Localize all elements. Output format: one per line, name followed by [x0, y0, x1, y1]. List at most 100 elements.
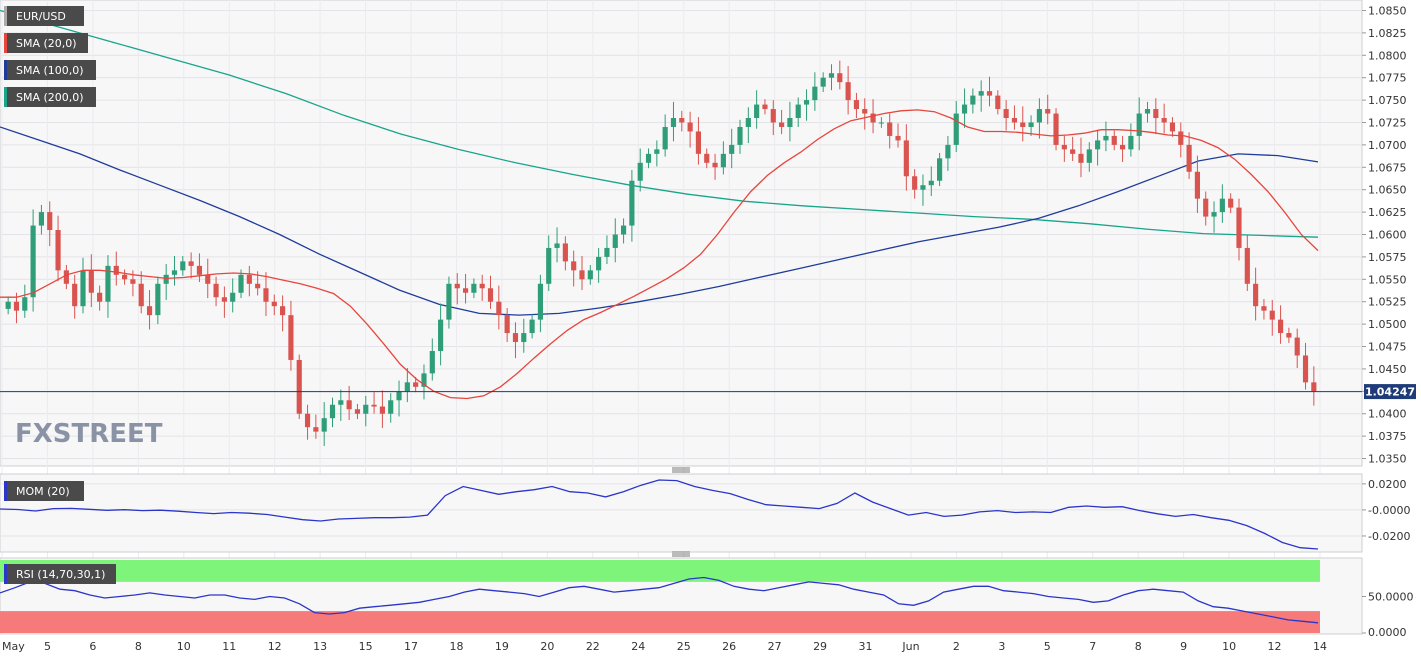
panel-resize-handle-1[interactable] — [672, 467, 690, 473]
candle — [1219, 184, 1225, 223]
candle — [1086, 142, 1092, 172]
candle — [1253, 267, 1259, 321]
candle — [313, 414, 319, 439]
candle — [537, 274, 543, 333]
date-axis[interactable]: May 5 6 8 10 11 12 13 15 17 18 19 20 22 24 25 26 27 29 31 Ju… — [2, 640, 1327, 653]
rsi-tick-label: 50.0000 — [1368, 591, 1414, 604]
legend-sma200[interactable]: SMA (200,0) — [4, 87, 96, 107]
candle — [63, 264, 69, 290]
date-tick-label: 10 — [1222, 640, 1236, 653]
candle — [1153, 98, 1159, 135]
candle — [1011, 105, 1018, 130]
candle — [512, 322, 519, 359]
legend-rsi[interactable]: RSI (14,70,30,1) — [4, 564, 116, 584]
candle — [1036, 98, 1042, 139]
candle — [296, 354, 302, 420]
candle — [105, 255, 111, 318]
candle — [446, 276, 452, 329]
date-tick-label: Jun — [901, 640, 919, 653]
rsi-line — [0, 576, 1319, 624]
date-tick-label: 29 — [813, 640, 827, 653]
candle — [803, 89, 810, 121]
legend-sma100[interactable]: SMA (100,0) — [4, 60, 96, 80]
candle — [22, 284, 28, 318]
candle — [903, 124, 909, 191]
candle — [937, 152, 943, 187]
date-tick-label: 27 — [768, 640, 782, 653]
rsi-label: RSI (14,70,30,1) — [16, 568, 105, 581]
candle — [388, 393, 394, 423]
candle — [421, 364, 427, 400]
legend-mom[interactable]: MOM (20) — [4, 481, 84, 501]
candle — [238, 269, 244, 299]
candle — [1128, 123, 1134, 157]
candle — [462, 273, 469, 304]
candle — [496, 285, 502, 330]
candle — [845, 66, 851, 115]
price-tick-label: 1.0775 — [1368, 72, 1407, 85]
candle — [546, 235, 552, 291]
mom-tick-label: -0.0000 — [1368, 504, 1410, 517]
candle — [745, 107, 751, 144]
date-tick-label: 10 — [177, 640, 191, 653]
mom-tick-label: 0.0200 — [1368, 478, 1407, 491]
candle — [1228, 193, 1234, 213]
price-tick-label: 1.0600 — [1368, 229, 1407, 242]
candle — [1144, 101, 1151, 123]
candle — [479, 274, 485, 301]
candle — [171, 256, 178, 286]
candle — [230, 278, 236, 313]
candle — [413, 376, 419, 393]
candle — [363, 395, 369, 427]
candle — [620, 218, 627, 244]
current-price-tag: 1.04247 — [1364, 384, 1416, 400]
sma20-layer — [0, 109, 1319, 400]
legend-symbol[interactable]: EUR/USD — [4, 6, 84, 26]
price-tick-label: 1.0625 — [1368, 206, 1407, 219]
candle — [263, 272, 269, 317]
candle — [1070, 136, 1076, 162]
date-tick-label: 22 — [586, 640, 600, 653]
candle — [1294, 328, 1300, 369]
price-tick-label: 1.0800 — [1368, 49, 1407, 62]
candle — [787, 101, 793, 142]
date-tick-label: 12 — [268, 640, 282, 653]
legend-sma20[interactable]: SMA (20,0) — [4, 33, 88, 53]
price-tick-label: 1.0525 — [1368, 296, 1407, 309]
date-tick-label: 11 — [222, 640, 236, 653]
price-tick-label: 1.0675 — [1368, 161, 1407, 174]
price-tick-label: 1.0400 — [1368, 408, 1407, 421]
candle — [629, 169, 635, 242]
candle — [712, 153, 718, 180]
candle — [1311, 366, 1317, 406]
candle — [38, 204, 45, 235]
rsi-tick-label: 0.0000 — [1368, 626, 1407, 639]
candle — [637, 148, 643, 192]
sma20-label: SMA (20,0) — [16, 37, 77, 50]
candle — [529, 314, 535, 339]
date-tick-label: 8 — [135, 640, 142, 653]
candle — [122, 269, 128, 285]
candle — [1119, 135, 1126, 162]
candle — [97, 285, 103, 311]
rsi-layer — [0, 576, 1319, 624]
price-tick-label: 1.0725 — [1368, 116, 1407, 129]
mom-line — [0, 479, 1319, 550]
price-tick-label: 1.0375 — [1368, 430, 1407, 443]
sma100-line — [0, 126, 1319, 316]
candle — [1095, 129, 1101, 166]
panel-resize-handle-2[interactable] — [672, 551, 690, 557]
candle — [521, 318, 527, 353]
candle — [338, 389, 344, 421]
candle — [1061, 135, 1067, 162]
candle — [371, 392, 377, 414]
rsi-axis: 50.0000 0.0000 — [1362, 591, 1414, 639]
candle — [695, 117, 702, 165]
sma200-layer — [0, 9, 1319, 238]
symbol-label: EUR/USD — [16, 10, 66, 23]
main-plot-area[interactable] — [0, 0, 1363, 467]
watermark: FXSTREET — [15, 419, 163, 449]
price-tick-label: 1.0500 — [1368, 318, 1407, 331]
candles-layer — [5, 60, 1317, 446]
candle — [1244, 235, 1250, 291]
